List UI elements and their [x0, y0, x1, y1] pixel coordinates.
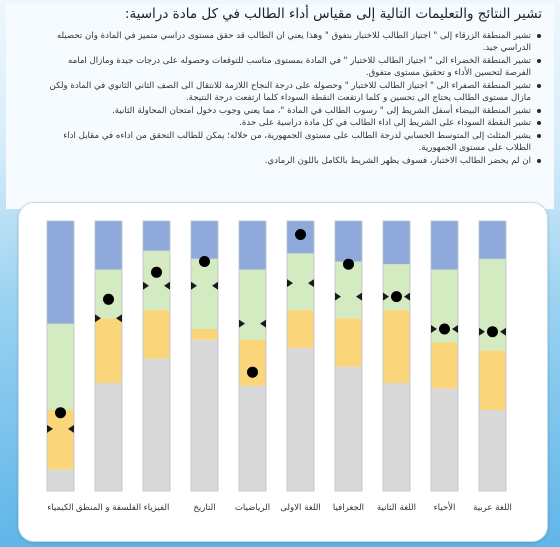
bar-outline [382, 220, 411, 492]
score-dot [295, 229, 306, 240]
score-dot [391, 291, 402, 303]
score-dot [439, 323, 450, 335]
instruction-item: تشير المنطقة الخضراء الى " اجتياز الطالب… [42, 55, 542, 79]
average-marker-left [191, 281, 197, 290]
bar-outline [94, 220, 123, 492]
bar-segment-green [47, 323, 74, 410]
score-dot [247, 366, 258, 378]
score-dot [487, 326, 498, 338]
bar-segment-blue [239, 221, 266, 270]
bar-segment-green [191, 258, 218, 329]
bar-segment-gray [95, 383, 122, 491]
average-marker-right [116, 314, 122, 323]
bar-segment-gray [47, 469, 74, 491]
bar-segment-blue [479, 221, 506, 259]
bar-segment-yellow [143, 310, 170, 359]
score-dot [103, 293, 114, 305]
average-marker-left [335, 292, 341, 301]
score-dot [151, 266, 162, 278]
bar-segment-blue [95, 221, 122, 270]
instruction-item: ان لم يحضر الطالب الاختبار، فسوف يظهر ال… [42, 155, 542, 167]
bar-segment-blue [143, 221, 170, 251]
subject-label: الكيمياء [47, 503, 74, 513]
bar-segment-yellow [479, 350, 506, 410]
average-marker-left [383, 292, 389, 301]
bar-outline [430, 220, 459, 492]
subject-label: الرياضيات [235, 503, 270, 513]
bar-segment-yellow [239, 339, 266, 386]
bar-segment-gray [431, 388, 458, 491]
average-marker-right [164, 281, 170, 290]
subject-label: اللغة الثانية [377, 503, 416, 513]
average-marker-left [143, 281, 149, 290]
subject-label: اللغة عربية [473, 503, 512, 513]
bar-outline [478, 220, 507, 492]
bar-segment-blue [47, 221, 74, 324]
bar-segment-gray [191, 339, 218, 491]
bar-outline [46, 220, 75, 492]
average-marker-right [68, 424, 74, 433]
bar-segment-blue [431, 221, 458, 270]
bar-segment-gray [287, 347, 314, 491]
bar-outline [238, 220, 267, 492]
average-marker-right [356, 292, 362, 301]
subject-label: التاريخ [193, 503, 215, 513]
bar-segment-green [239, 269, 266, 340]
bar-segment-blue [335, 221, 362, 262]
score-dot [55, 407, 66, 419]
instruction-item: تشير النقطة السوداء على الشريط إلى اداء … [42, 117, 542, 129]
bar-segment-yellow [335, 318, 362, 367]
average-marker-right [212, 281, 218, 290]
page-title: تشير النتائج والتعليمات التالية إلى مقيا… [124, 6, 542, 22]
bar-segment-yellow [95, 318, 122, 383]
instruction-item: يشير المثلث إلى المتوسط الحسابي لدرجة ال… [42, 130, 542, 154]
subject-label: اللغة الاولى [280, 503, 321, 513]
bar-segment-yellow [431, 342, 458, 389]
average-marker-right [404, 292, 410, 301]
bar-segment-green [143, 250, 170, 311]
bar-segment-blue [191, 221, 218, 259]
bar-segment-gray [479, 410, 506, 491]
instruction-item: تشير المنطقة الصفراء الى " اجتياز الطالب… [42, 80, 542, 104]
average-marker-right [308, 279, 314, 288]
bar-segment-green [383, 264, 410, 311]
subject-label: الفيزياء [144, 503, 170, 513]
bar-segment-green [335, 261, 362, 319]
subject-label: الجغرافيا [333, 503, 364, 513]
average-marker-left [47, 424, 53, 433]
bar-outline [190, 220, 219, 492]
bar-segment-gray [239, 385, 266, 491]
instruction-item: تشير المنطقة الزرقاء إلى " اجتياز الطالب… [42, 30, 542, 54]
average-marker-right [452, 325, 458, 333]
bar-segment-blue [383, 221, 410, 265]
results-chart-panel: الكيمياء الفلسفة و المنطق الفيزياء التاريخ ا… [18, 202, 548, 542]
bar-segment-green [287, 253, 314, 311]
results-chart: الكيمياء الفلسفة و المنطق الفيزياء التاريخ ا… [46, 220, 512, 513]
bar-outline [334, 220, 363, 492]
bar-segment-yellow [47, 410, 74, 470]
instructions-list: تشير المنطقة الزرقاء إلى " اجتياز الطالب… [42, 30, 542, 168]
instruction-item: تشير المنطقة البيضاء أسفل الشريط إلى " ر… [42, 105, 542, 117]
subject-label: الفلسفة و المنطق [76, 503, 141, 513]
average-marker-left [287, 279, 293, 288]
bar-segment-gray [143, 358, 170, 491]
average-marker-left [239, 319, 245, 328]
average-marker-left [431, 325, 437, 333]
bar-segment-yellow [287, 310, 314, 348]
score-dot [343, 258, 354, 270]
average-marker-left [479, 327, 485, 336]
instructions-panel [6, 4, 554, 209]
bar-segment-gray [335, 366, 362, 491]
bar-outline [286, 220, 315, 492]
subject-label: الأحياء [434, 501, 456, 513]
average-marker-right [500, 327, 506, 336]
score-dot [199, 256, 210, 267]
average-marker-left [95, 314, 101, 323]
bar-segment-yellow [191, 329, 218, 340]
average-marker-right [260, 319, 266, 328]
bar-segment-yellow [383, 310, 410, 383]
bar-segment-gray [383, 383, 410, 491]
bar-outline [142, 220, 171, 492]
